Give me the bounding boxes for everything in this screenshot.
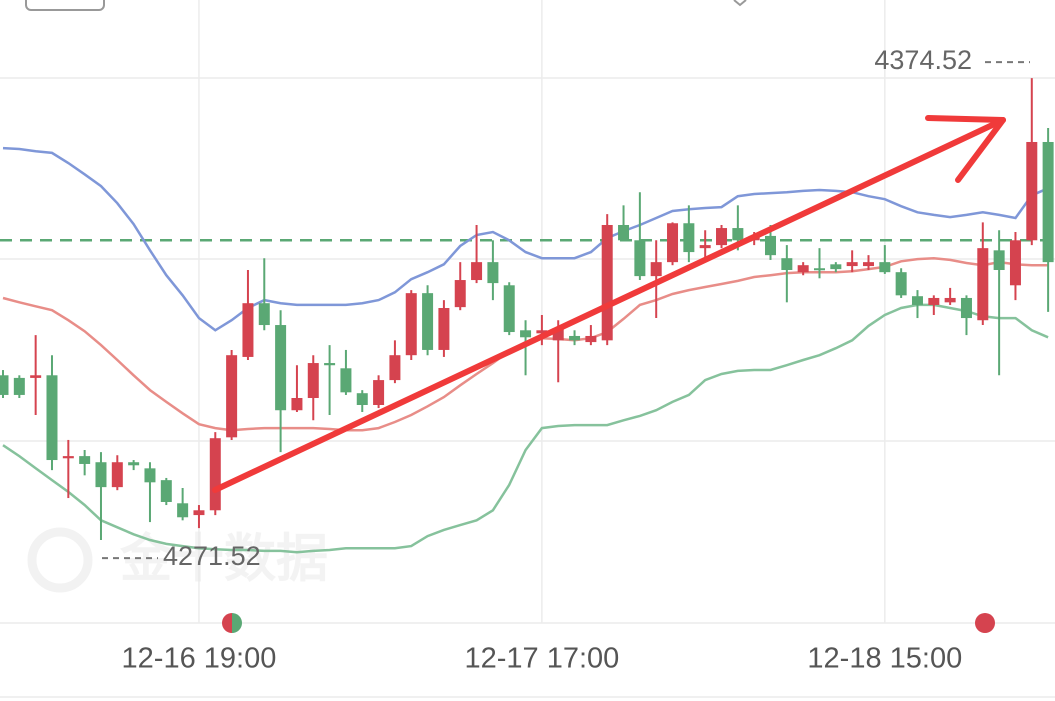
- candle-body: [46, 375, 58, 461]
- min-label: 4271.52: [163, 541, 261, 571]
- candle-body: [846, 262, 858, 267]
- candle-body: [422, 293, 434, 350]
- candle-body: [30, 375, 42, 378]
- candle-body: [552, 328, 564, 341]
- candle-body: [487, 262, 499, 284]
- candle-body: [160, 480, 172, 502]
- candle-body: [993, 250, 1005, 270]
- candle-body: [258, 303, 270, 326]
- candle-body: [0, 375, 9, 395]
- candle-body: [275, 325, 287, 411]
- mode-button[interactable]: [25, 0, 105, 11]
- candle-body: [977, 248, 989, 321]
- candle-body: [634, 240, 646, 277]
- candle-body: [1009, 240, 1021, 286]
- candle-body: [781, 258, 793, 270]
- candle-body: [62, 456, 74, 459]
- candle-body: [732, 228, 744, 241]
- candle-body: [144, 468, 156, 483]
- candle-body: [405, 293, 417, 356]
- candle-body: [585, 335, 597, 343]
- candle-body: [209, 438, 221, 511]
- candle-body: [291, 398, 303, 411]
- candle-body: [650, 262, 662, 277]
- candle-body: [601, 224, 613, 341]
- candle-body: [389, 355, 401, 381]
- candle-body: [928, 297, 940, 305]
- candle-body: [960, 297, 972, 319]
- candle-body: [438, 308, 450, 350]
- candle-body: [324, 363, 336, 366]
- candle-body: [471, 262, 483, 281]
- event-markers: [222, 613, 995, 633]
- candle-body: [536, 330, 548, 334]
- candle-body: [111, 462, 123, 488]
- candle-body: [226, 355, 238, 438]
- x-tick-label: 12-18 15:00: [807, 643, 962, 675]
- candle-body: [879, 262, 891, 273]
- candle-body: [716, 228, 728, 246]
- candle-body: [895, 272, 907, 296]
- top-marker: [733, 0, 747, 7]
- candle-body: [569, 335, 581, 341]
- candle-body: [193, 510, 205, 516]
- candle-body: [862, 262, 874, 267]
- candle-body: [79, 456, 91, 464]
- candle-body: [814, 268, 825, 271]
- trend-arrow: [212, 115, 1006, 493]
- candle-body: [242, 303, 254, 357]
- x-tick-label: 12-16 19:00: [122, 643, 277, 675]
- candle-body: [797, 265, 809, 273]
- candle-body: [307, 363, 319, 399]
- candle-body: [1026, 141, 1038, 241]
- max-label: 4374.52: [874, 45, 972, 75]
- candle-body: [944, 297, 956, 303]
- candle-body: [503, 285, 515, 333]
- candle-body: [373, 380, 385, 405]
- candle-body: [13, 377, 25, 395]
- candle-body: [911, 296, 923, 305]
- candle-body: [765, 235, 777, 256]
- candle-body: [340, 368, 352, 393]
- candle-body: [683, 223, 695, 253]
- candle-body: [454, 280, 466, 308]
- candle-body: [667, 223, 679, 263]
- candle-body: [177, 503, 189, 518]
- candle-body: [128, 462, 140, 466]
- candle-body: [699, 245, 711, 249]
- candle-body: [1042, 141, 1054, 263]
- candle-body: [520, 330, 532, 338]
- candle-body: [95, 462, 107, 488]
- band-line: [2, 146, 1049, 332]
- x-tick-label: 12-17 17:00: [464, 643, 619, 675]
- candle-body: [618, 224, 630, 241]
- band-line: [2, 303, 1049, 554]
- candle-body: [356, 393, 368, 405]
- candle-body: [830, 264, 842, 270]
